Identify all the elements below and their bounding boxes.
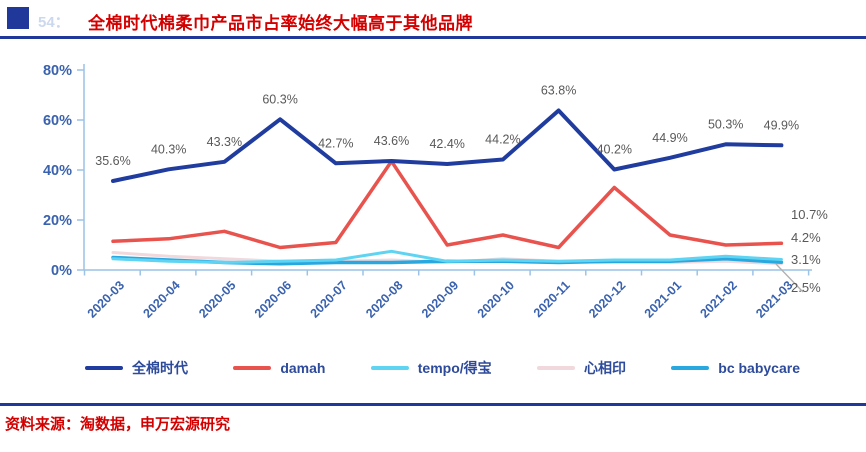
legend-item-damah: damah [233, 360, 325, 376]
x-axis-label: 2021-02 [697, 278, 739, 320]
series-line-全棉时代 [111, 108, 784, 183]
y-axis-label: 60% [43, 113, 72, 129]
source-note: 资料来源：淘数据，申万宏源研究 [5, 416, 231, 433]
chart-title: 全棉时代棉柔巾产品市占率始终大幅高于其他品牌 [88, 14, 473, 33]
data-label: 40.3% [151, 142, 186, 156]
data-label: 63.8% [541, 84, 576, 98]
legend-swatch-tempo/得宝 [370, 366, 409, 370]
chart-legend: 全棉时代 damah tempo/得宝 心相印 bc babycare [85, 358, 800, 378]
data-label: 44.2% [485, 133, 520, 147]
legend-item-tempo/得宝: tempo/得宝 [370, 358, 492, 378]
legend-label: 全棉时代 [132, 360, 188, 376]
label-leader-line [775, 263, 804, 293]
x-axis-label: 2021-01 [642, 278, 684, 320]
chart-canvas: 0% 20% 40% 60% 80% 2020-03 2020-04 2020-05 2020-… [43, 63, 828, 321]
series-line-damah [111, 159, 784, 250]
x-axis-label: 2021-03 [753, 278, 795, 320]
data-label: 42.4% [429, 137, 464, 151]
legend-label: damah [280, 360, 326, 376]
x-axis-label: 2020-09 [419, 278, 461, 320]
legend-item-bc babycare: bc babycare [671, 360, 800, 376]
legend-swatch-bc babycare [671, 366, 710, 370]
x-axis-label: 2020-04 [140, 278, 182, 320]
legend-label: 心相印 [583, 360, 626, 376]
end-label-damah: 10.7% [791, 207, 828, 222]
end-label-bc babycare: 3.1% [791, 252, 821, 267]
footer-divider-rule [0, 403, 866, 406]
legend-swatch-damah [233, 366, 272, 370]
x-axis-label: 2020-06 [252, 278, 294, 320]
x-axis-label: 2020-12 [586, 278, 628, 320]
legend-swatch-心相印 [536, 366, 575, 370]
x-axis-label: 2020-11 [531, 278, 573, 320]
data-label: 43.3% [207, 135, 242, 149]
title-divider-rule [0, 36, 866, 39]
data-label: 35.6% [95, 154, 130, 168]
y-axis-label: 20% [43, 213, 72, 229]
data-label: 43.6% [374, 134, 409, 148]
legend-item-心相印: 心相印 [536, 358, 626, 378]
x-axis-label: 2020-03 [85, 278, 127, 320]
y-axis-label: 80% [43, 63, 72, 79]
x-axis-label: 2020-10 [475, 278, 517, 320]
line-chart: 0% 20% 40% 60% 80% 2020-03 2020-04 2020-05 2020-… [0, 52, 866, 352]
legend-label: tempo/得宝 [417, 360, 492, 376]
legend-item-全棉时代: 全棉时代 [85, 358, 188, 378]
legend-label: bc babycare [718, 360, 800, 376]
figure-number-square [7, 7, 29, 29]
x-axis-label: 2020-07 [308, 278, 350, 320]
y-axis-label: 40% [43, 163, 72, 179]
data-label: 60.3% [262, 92, 297, 106]
y-axis-label: 0% [51, 263, 72, 279]
data-label: 44.9% [652, 131, 687, 145]
legend-swatch-全棉时代 [85, 366, 123, 370]
data-label: 42.7% [318, 136, 353, 150]
end-label-心相印: 2.5% [791, 280, 821, 295]
x-axis-label: 2020-08 [363, 278, 405, 320]
data-label: 50.3% [708, 117, 743, 131]
figure-number-label: 54： [38, 14, 70, 31]
data-label: 40.2% [597, 143, 632, 157]
series-line-tempo/得宝 [111, 249, 783, 264]
end-label-tempo/得宝: 4.2% [791, 230, 821, 245]
data-label: 49.9% [764, 118, 799, 132]
x-axis-label: 2020-05 [196, 278, 238, 320]
